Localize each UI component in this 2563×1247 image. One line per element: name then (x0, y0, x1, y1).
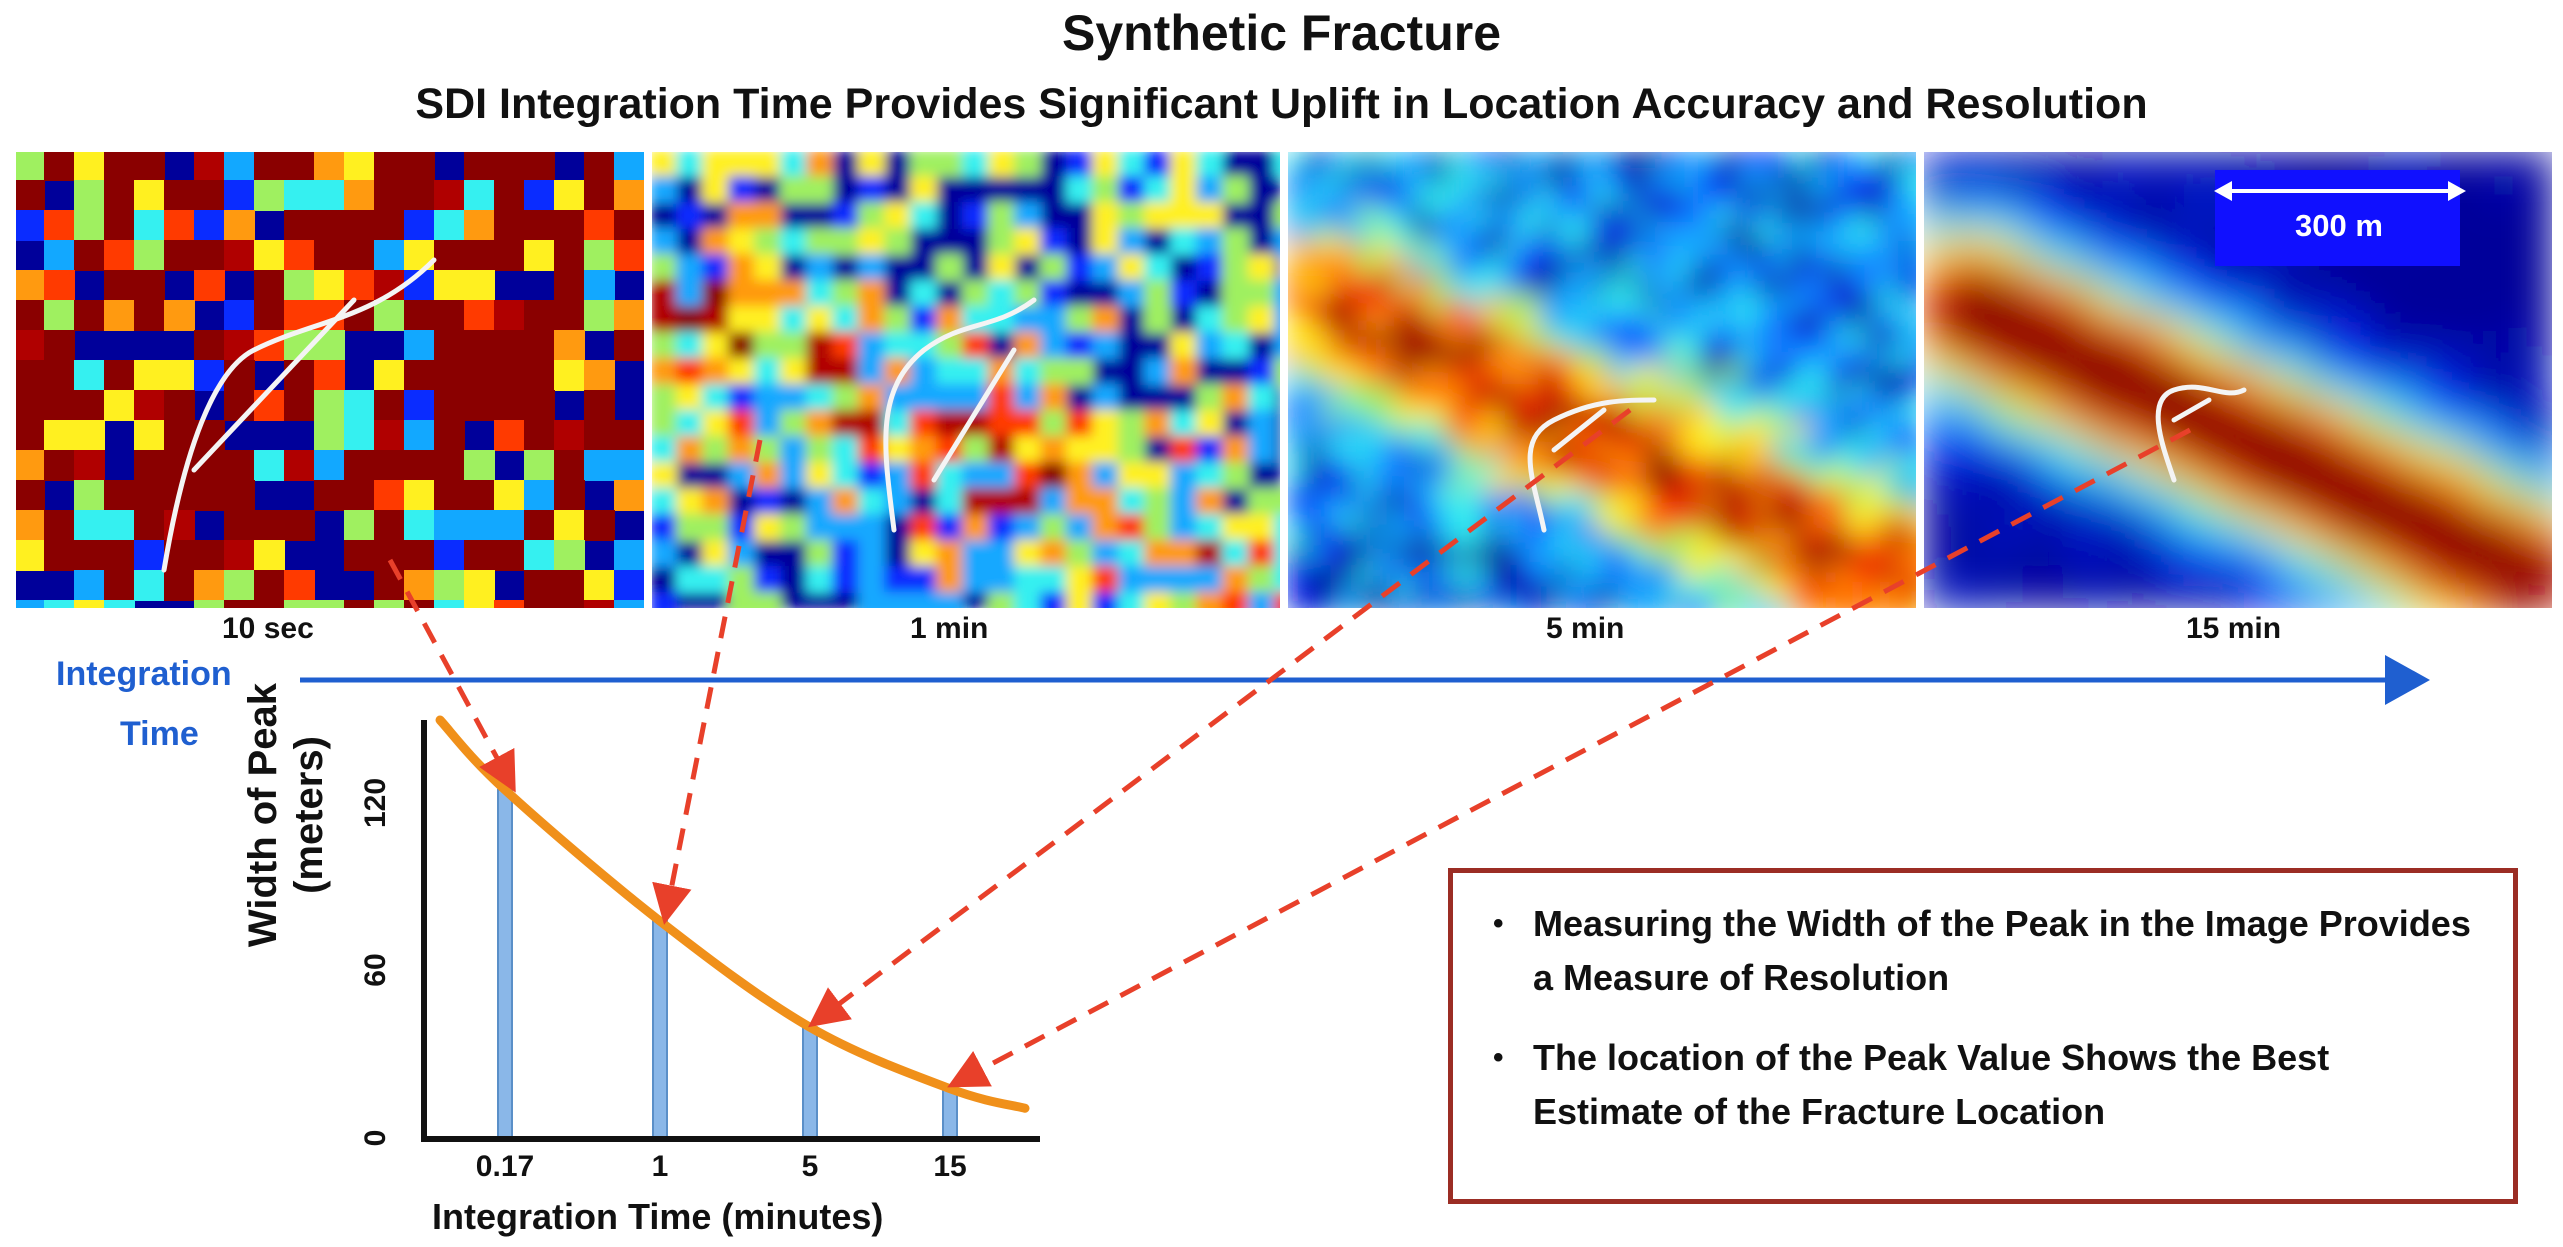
chart-point-15 (946, 1084, 954, 1093)
panel-label-15min: 15 min (2186, 612, 2282, 645)
chart-y-label: Width of Peak (meters) (241, 682, 331, 948)
heatmap-panel-10sec (14, 150, 646, 610)
chart-point-0.17 (501, 785, 509, 794)
dashed-arrow-0.17 (387, 558, 516, 793)
chart-bar-0.17 (497, 788, 513, 1140)
figure-subtitle: SDI Integration Time Provides Significan… (415, 80, 2148, 128)
scale-bar-arrow (2214, 181, 2466, 201)
chart-x-tick: 1 (651, 1150, 669, 1183)
note-item: • The location of the Peak Value Shows t… (1493, 1037, 2330, 1132)
heatmap-panels (14, 150, 2554, 610)
chart-x-tick: 5 (801, 1150, 819, 1183)
chart-x-tick: 15 (933, 1150, 967, 1183)
chart-bar-15 (942, 1087, 958, 1140)
scale-bar-box (2215, 170, 2460, 266)
integration-arrow-label-line2: Time (120, 715, 199, 753)
fracture-overlay-lines (161, 257, 2247, 573)
chart-bars (497, 788, 958, 1141)
notes-box: • Measuring the Width of the Peak in the … (1448, 868, 2518, 1204)
chart-points (501, 785, 954, 1093)
integration-arrow-label-line1: Integration (56, 655, 232, 693)
panel-label-1min: 1 min (910, 612, 989, 645)
panel-label-5min: 5 min (1546, 612, 1625, 645)
chart-point-5 (806, 1023, 814, 1032)
figure-title: Synthetic Fracture (1061, 5, 1501, 61)
dashed-link-arrows (387, 408, 2192, 1088)
dashed-arrow-1 (652, 439, 763, 925)
scale-bar-label: 300 m (2295, 208, 2383, 243)
panel-label-10sec: 10 sec (222, 612, 314, 645)
chart-y-tick: 0 (359, 1129, 392, 1147)
chart-y-tick: 60 (359, 953, 392, 988)
chart-y-tick: 120 (359, 777, 392, 828)
note-item: • Measuring the Width of the Peak in the … (1493, 903, 2471, 998)
chart-x-label: Integration Time (minutes) (432, 1196, 884, 1237)
chart-point-1 (656, 917, 664, 926)
dashed-arrow-5 (808, 408, 1632, 1028)
chart-x-tick: 0.17 (475, 1150, 535, 1183)
chart-bar-5 (802, 1026, 818, 1141)
heatmap-panel-5min (1286, 150, 1918, 610)
chart-line-series (435, 715, 1030, 1113)
heatmap-panel-1min (650, 150, 1282, 610)
chart-bar-1 (652, 920, 668, 1140)
dashed-arrow-15 (947, 427, 2192, 1088)
